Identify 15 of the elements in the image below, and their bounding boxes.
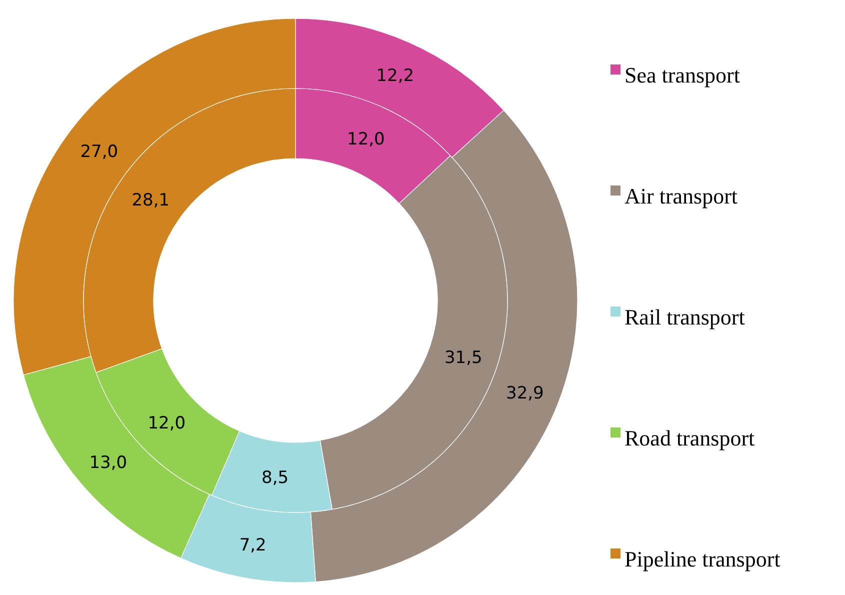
legend-label: Air transport [624, 184, 738, 208]
data-label: 12,0 [148, 413, 186, 434]
legend-label: Rail transport [624, 304, 745, 330]
data-label: 8,5 [262, 468, 289, 488]
data-label: 31,5 [444, 348, 482, 368]
legend-label: Pipeline transport [624, 546, 780, 572]
data-label: 7,2 [239, 535, 266, 556]
legend-label: Sea transport [624, 62, 740, 88]
data-label: 12,0 [347, 130, 385, 150]
data-label: 27,0 [80, 142, 118, 162]
data-label: 12,2 [376, 66, 414, 86]
legend-label: Road transport [624, 426, 755, 450]
data-label: 13,0 [89, 452, 128, 473]
data-label: 32,9 [506, 384, 544, 404]
data-label: 28,1 [132, 190, 170, 210]
